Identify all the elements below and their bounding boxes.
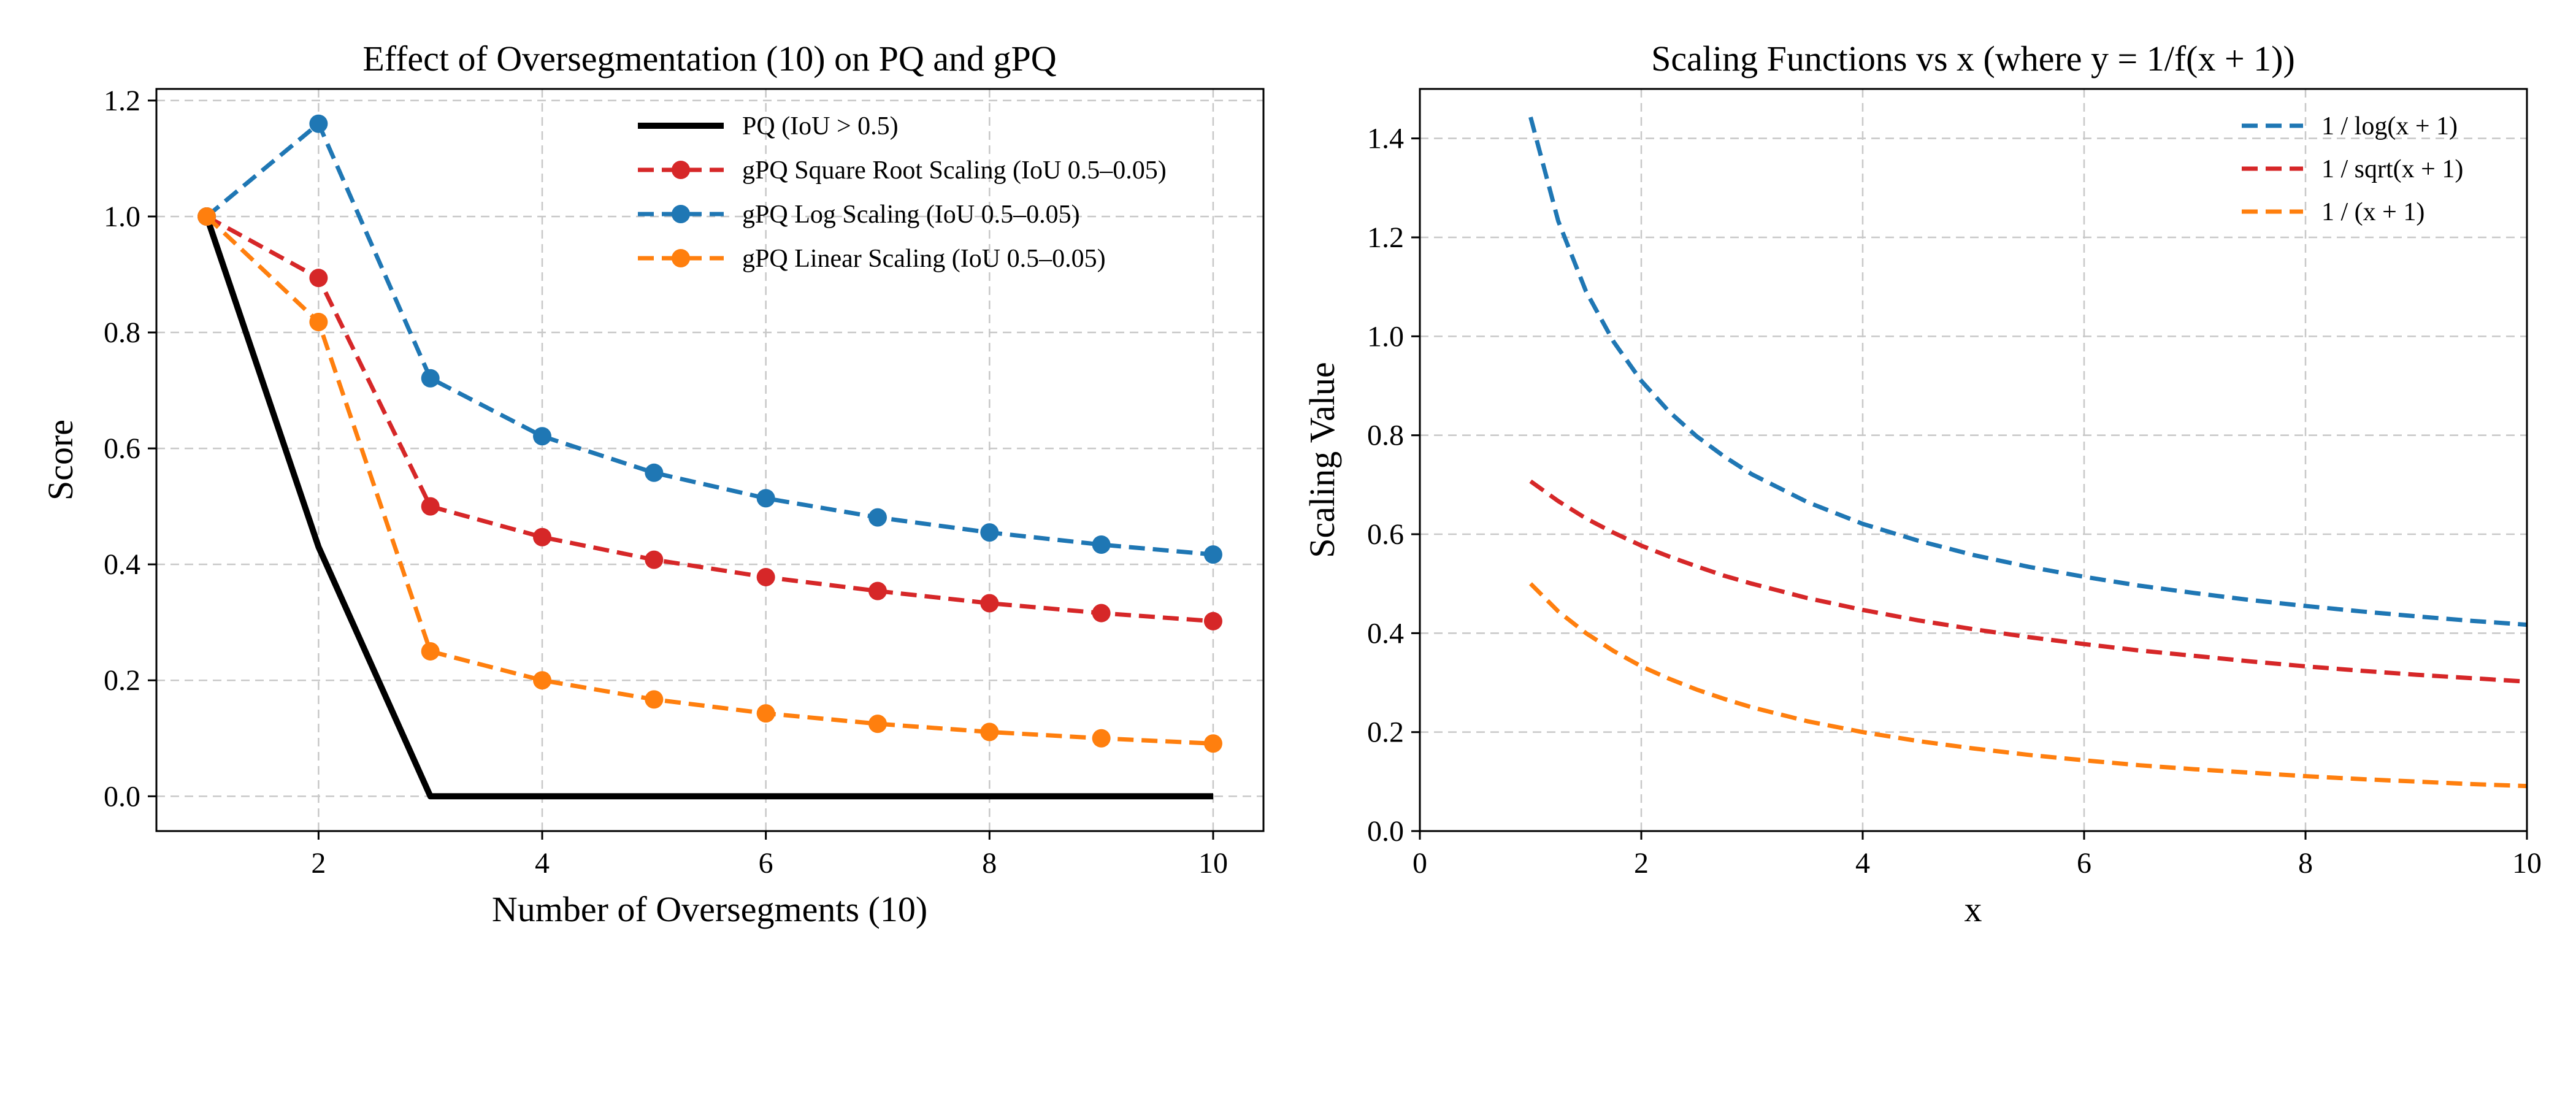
- left-series-3-point: [309, 313, 328, 332]
- left-series-3-legend-marker: [672, 249, 690, 267]
- left-tick-layer: 2 4 6 8 10 0.0 0.2 0.4 0.6 0.8 1.0 1.2: [104, 85, 1228, 880]
- left-series-2-point: [868, 508, 887, 527]
- right-series-2-line: [1529, 582, 2527, 789]
- left-series-0-line: [204, 215, 1213, 800]
- right-tick-layer: 0 2 4 6 8 10 0.0 0.2 0.4 0.6 0.8 1.0 1.2 1.4: [1367, 123, 2542, 880]
- right-x-tick-label: 0: [1413, 847, 1427, 880]
- left-x-tick-label: 2: [311, 847, 326, 880]
- left-series-layer: [197, 114, 1222, 800]
- right-y-tick-label: 1.4: [1367, 123, 1404, 155]
- right-y-axis-label: Scaling Value: [1302, 362, 1342, 558]
- left-series-1-point: [980, 594, 999, 613]
- left-chart-title: Effect of Oversegmentation (10) on PQ an…: [362, 39, 1056, 79]
- left-y-tick-label: 0.8: [104, 316, 140, 349]
- right-series-2-legend-label: 1 / (x + 1): [2321, 198, 2425, 226]
- left-y-tick-label: 0.2: [104, 664, 140, 697]
- right-y-tick-label: 1.2: [1367, 221, 1404, 254]
- left-y-tick-label: 0.6: [104, 432, 140, 465]
- left-series-2-point: [980, 523, 999, 542]
- left-series-2-point: [1203, 545, 1222, 564]
- left-series-3-point: [533, 671, 552, 690]
- left-series-2-line: [205, 121, 1214, 557]
- right-y-tick-label: 0.8: [1367, 420, 1404, 452]
- left-legend: PQ (IoU > 0.5) gPQ Square Root Scaling (I…: [638, 112, 1167, 273]
- left-series-2-point: [645, 463, 664, 482]
- right-series-0-line: [1528, 117, 2527, 627]
- right-y-tick-label: 0.2: [1367, 716, 1404, 749]
- right-series-1-line: [1529, 479, 2527, 684]
- left-series-1-point: [1203, 611, 1222, 631]
- left-series-3-point: [868, 715, 887, 734]
- left-series-3-point: [197, 207, 217, 226]
- right-y-tick-label: 0.0: [1367, 815, 1404, 848]
- left-series-1-point: [421, 497, 440, 516]
- left-series-2-point: [421, 369, 440, 388]
- left-series-3-legend-label: gPQ Linear Scaling (IoU 0.5–0.05): [742, 245, 1106, 273]
- left-y-tick-label: 0.0: [104, 780, 140, 813]
- left-series-1-point: [756, 567, 775, 586]
- left-series-3-point: [756, 704, 775, 723]
- left-series-2-point: [309, 114, 328, 133]
- left-y-tick-label: 1.0: [104, 201, 140, 233]
- left-y-tick-label: 1.2: [104, 85, 140, 117]
- left-series-2-point: [1092, 535, 1111, 554]
- left-series-1-legend-marker: [672, 161, 690, 179]
- right-series-layer: [1528, 117, 2527, 789]
- right-x-tick-label: 6: [2077, 847, 2091, 880]
- left-series-2-point: [756, 489, 775, 508]
- left-series-1-point: [868, 581, 887, 600]
- right-x-tick-label: 10: [2512, 847, 2542, 880]
- left-y-tick-label: 0.4: [104, 548, 140, 581]
- right-x-tick-label: 2: [1634, 847, 1649, 880]
- left-y-axis-label: Score: [40, 420, 80, 500]
- left-series-1-legend-label: gPQ Square Root Scaling (IoU 0.5–0.05): [742, 156, 1167, 185]
- left-series-3-point: [421, 642, 440, 661]
- left-x-axis-label: Number of Oversegments (10): [492, 889, 927, 929]
- left-series-1-point: [645, 550, 664, 569]
- left-series-3-point: [645, 690, 664, 709]
- left-series-3-point: [1092, 729, 1111, 748]
- left-series-2-legend-label: gPQ Log Scaling (IoU 0.5–0.05): [742, 201, 1080, 229]
- left-plot-frame: [155, 88, 1265, 832]
- right-y-tick-label: 0.6: [1367, 518, 1404, 551]
- right-y-tick-label: 0.4: [1367, 617, 1404, 650]
- left-series-1-point: [1092, 604, 1111, 623]
- left-series-1-line: [205, 214, 1214, 624]
- left-x-tick-label: 8: [982, 847, 997, 880]
- right-x-tick-label: 4: [1855, 847, 1870, 880]
- left-chart-panel: 2 4 6 8 10 0.0 0.2 0.4 0.6 0.8 1.0 1.2 Effect of Ov…: [40, 39, 1265, 929]
- right-x-tick-label: 8: [2298, 847, 2313, 880]
- left-series-3-point: [980, 723, 999, 742]
- left-series-1-point: [533, 527, 552, 546]
- right-chart-panel: 0 2 4 6 8 10 0.0 0.2 0.4 0.6 0.8 1.0 1.2 1.4 Scaling …: [1302, 39, 2542, 929]
- left-series-2-point: [533, 427, 552, 446]
- right-plot-frame: [1419, 88, 2528, 832]
- right-series-1-legend-label: 1 / sqrt(x + 1): [2321, 155, 2463, 183]
- left-x-tick-label: 10: [1198, 847, 1228, 880]
- right-chart-title: Scaling Functions vs x (where y = 1/f(x …: [1651, 39, 2295, 79]
- right-legend: 1 / log(x + 1) 1 / sqrt(x + 1) 1 / (x + 1): [2242, 112, 2463, 226]
- left-x-tick-label: 4: [535, 847, 550, 880]
- left-series-2-legend-marker: [672, 205, 690, 223]
- left-series-1-point: [309, 269, 328, 288]
- left-series-3-point: [1203, 734, 1222, 753]
- left-x-tick-label: 6: [759, 847, 773, 880]
- left-series-0-legend-label: PQ (IoU > 0.5): [742, 112, 899, 140]
- right-y-tick-label: 1.0: [1367, 320, 1404, 353]
- right-series-0-legend-label: 1 / log(x + 1): [2321, 112, 2458, 140]
- right-x-axis-label: x: [1965, 889, 1982, 929]
